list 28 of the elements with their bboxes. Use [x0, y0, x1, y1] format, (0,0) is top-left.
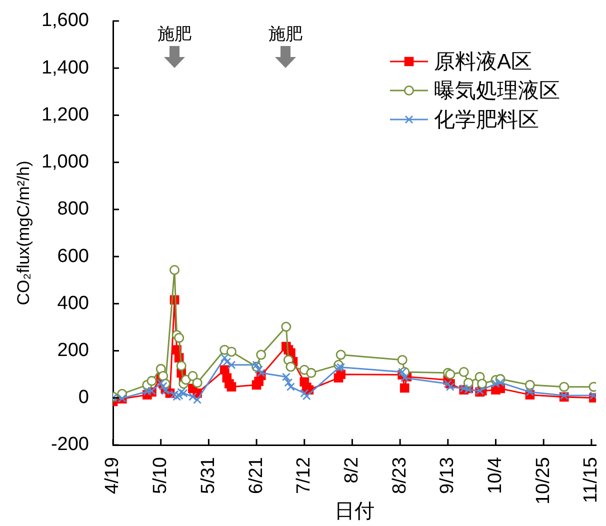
y-tick-label: 800	[57, 198, 89, 220]
y-tick-label: 400	[57, 292, 89, 314]
x-tick-label: 5/10	[150, 457, 172, 494]
x-tick-label: 8/23	[389, 457, 410, 494]
x-tick-label: 10/25	[532, 457, 554, 505]
y-tick-label: 1,400	[41, 57, 89, 78]
y-tick-label: 0	[78, 387, 89, 408]
x-tick-label: 7/12	[294, 457, 315, 494]
annotation: 施肥	[268, 24, 302, 44]
x-tick-label: 8/2	[341, 457, 362, 484]
x-tick-label: 11/15	[580, 457, 602, 504]
y-tick-label: 600	[57, 246, 89, 267]
y-tick-label: 1,200	[41, 104, 89, 126]
annotation: 施肥	[157, 24, 192, 44]
y-tick-label: 1,000	[41, 152, 89, 173]
y-tick-label: 1,600	[41, 10, 89, 32]
x-tick-label: 6/21	[246, 457, 267, 494]
y-tick-label: -200	[50, 434, 89, 456]
x-tick-label: 5/31	[198, 457, 219, 494]
x-tick-label: 9/13	[437, 457, 458, 494]
x-tick-label: 4/19	[102, 457, 124, 494]
y-axis-title: CO₂flux(mgC/m²/h)	[14, 160, 33, 306]
legend-label: 原料液A区	[434, 50, 532, 74]
x-tick-label: 10/4	[484, 456, 506, 494]
x-axis-title: 日付	[334, 500, 374, 523]
legend-label: 曝気処理液区	[434, 79, 560, 102]
legend-label: 化学肥料区	[434, 108, 539, 132]
y-tick-label: 200	[57, 340, 89, 362]
